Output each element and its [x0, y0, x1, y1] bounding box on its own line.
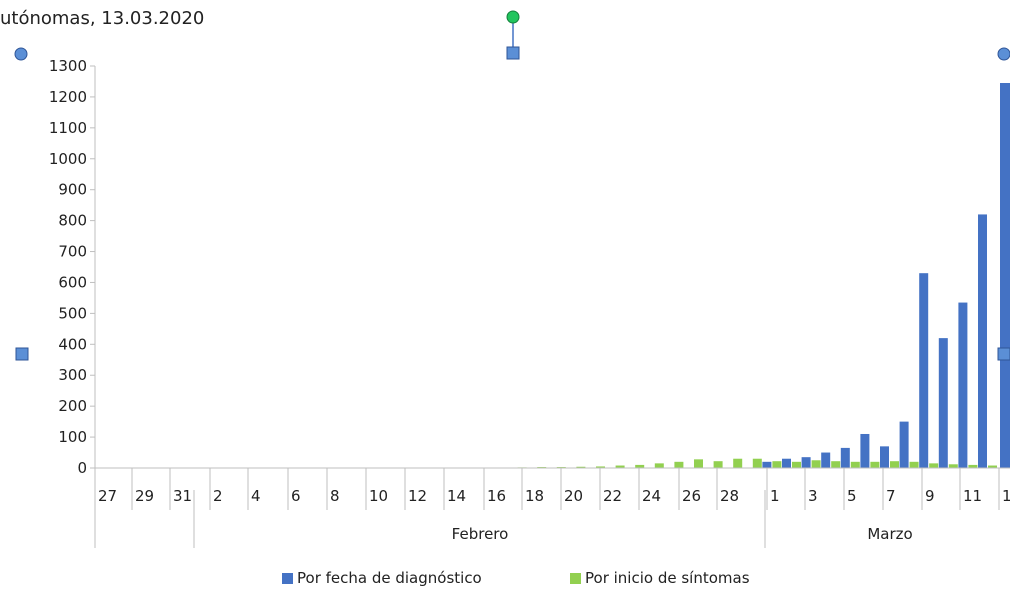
y-tick-label: 1100 — [49, 119, 87, 137]
resize-handle-top-left[interactable] — [14, 47, 28, 61]
bar-diagnostico — [782, 458, 791, 468]
bar-diagnostico — [860, 433, 870, 468]
bar-diagnostico — [919, 273, 929, 468]
bar-diagnostico — [821, 452, 831, 468]
x-tick-label: 6 — [291, 487, 301, 505]
x-tick-label: 29 — [135, 487, 154, 505]
y-tick-label: 700 — [58, 243, 87, 261]
bar-sintomas — [988, 465, 997, 468]
x-tick-label: 20 — [564, 487, 583, 505]
month-label-febrero: Febrero — [452, 525, 509, 543]
x-tick-label: 27 — [98, 487, 117, 505]
bar-sintomas — [713, 461, 723, 468]
x-tick-label: 18 — [525, 487, 544, 505]
bar-sintomas — [831, 461, 841, 468]
y-tick-label: 900 — [58, 181, 87, 199]
bar-sintomas — [811, 460, 821, 468]
resize-handle-top[interactable] — [506, 46, 520, 60]
bar-sintomas — [674, 461, 684, 468]
bar-diagnostico — [840, 447, 850, 468]
y-tick-label: 500 — [58, 304, 87, 322]
x-tick-label: 24 — [642, 487, 661, 505]
y-tick-label: 1200 — [49, 88, 87, 106]
x-tick-label: 9 — [925, 487, 935, 505]
bar-diagnostico — [1000, 83, 1010, 468]
resize-handle-left[interactable] — [15, 347, 29, 361]
x-tick-label: 26 — [682, 487, 701, 505]
bar-diagnostico — [938, 338, 948, 468]
y-tick-label: 200 — [58, 397, 87, 415]
bar-sintomas — [596, 466, 605, 468]
legend-label-sintomas: Por inicio de síntomas — [585, 569, 750, 587]
x-tick-label: 11 — [963, 487, 982, 505]
bar-sintomas — [733, 458, 743, 468]
month-label-marzo: Marzo — [867, 525, 912, 543]
y-tick-label: 1000 — [49, 150, 87, 168]
bar-sintomas — [615, 465, 625, 468]
bar-sintomas — [929, 463, 939, 468]
bar-sintomas — [772, 461, 782, 468]
bar-sintomas — [968, 464, 978, 468]
bar-sintomas — [948, 464, 958, 468]
legend: Por fecha de diagnóstico Por inicio de s… — [282, 569, 750, 587]
y-tick-label: 0 — [77, 459, 87, 477]
y-tick-label: 1300 — [49, 57, 87, 75]
chart-title: utónomas, 13.03.2020 — [0, 8, 204, 29]
bar-sintomas — [694, 459, 703, 468]
x-tick-label: 2 — [213, 487, 223, 505]
y-tick-label: 600 — [58, 273, 87, 291]
bar-sintomas — [576, 466, 586, 468]
x-tick-label: 28 — [720, 487, 739, 505]
bar-sintomas — [752, 458, 762, 468]
y-tick-label: 100 — [58, 428, 87, 446]
bar-sintomas — [792, 461, 801, 468]
x-tick-label: 7 — [886, 487, 896, 505]
x-tick-label: 3 — [808, 487, 818, 505]
x-tick-label: 5 — [847, 487, 857, 505]
x-tick-label: 31 — [173, 487, 192, 505]
resize-handle-right[interactable] — [997, 347, 1010, 361]
x-tick-label: 1 — [770, 487, 780, 505]
legend-swatch-sintomas — [570, 573, 581, 584]
bar-sintomas — [870, 461, 880, 468]
bar-sintomas — [909, 461, 919, 468]
x-tick-label: 10 — [369, 487, 388, 505]
bar-sintomas — [635, 464, 645, 468]
legend-swatch-diagnostico — [282, 573, 293, 584]
x-tick-label: 4 — [251, 487, 261, 505]
y-tick-label: 800 — [58, 212, 87, 230]
bar-sintomas — [850, 461, 860, 468]
bar-diagnostico — [958, 302, 968, 468]
x-tick-label: 14 — [447, 487, 466, 505]
bar-sintomas — [654, 463, 664, 468]
x-tick-label: 8 — [330, 487, 340, 505]
bar-sintomas — [890, 461, 899, 468]
selection-handles[interactable] — [14, 10, 1010, 361]
bars — [517, 83, 1010, 468]
x-axis: 27 29 31 2 4 6 8 10 12 14 16 18 20 22 24 26 28 1 3 5 7 9 11 1Fe… — [94, 467, 1010, 548]
y-tick-label: 400 — [58, 335, 87, 353]
x-tick-label: 12 — [408, 487, 427, 505]
y-axis: 0 100 200 300 400 500 600 700 800 900 1000 1100 1200… — [49, 57, 96, 477]
rotate-handle[interactable] — [506, 10, 520, 24]
bar-diagnostico — [880, 446, 889, 468]
bar-diagnostico — [899, 421, 909, 468]
resize-handle-top-right[interactable] — [997, 47, 1010, 61]
x-tick-label: 22 — [603, 487, 622, 505]
y-tick-label: 300 — [58, 366, 87, 384]
bar-diagnostico — [801, 457, 811, 468]
x-tick-label: 1 — [1002, 487, 1010, 505]
x-tick-label: 16 — [487, 487, 506, 505]
bar-diagnostico — [762, 461, 772, 468]
bar-diagnostico — [978, 214, 987, 468]
legend-label-diagnostico: Por fecha de diagnóstico — [297, 569, 482, 587]
